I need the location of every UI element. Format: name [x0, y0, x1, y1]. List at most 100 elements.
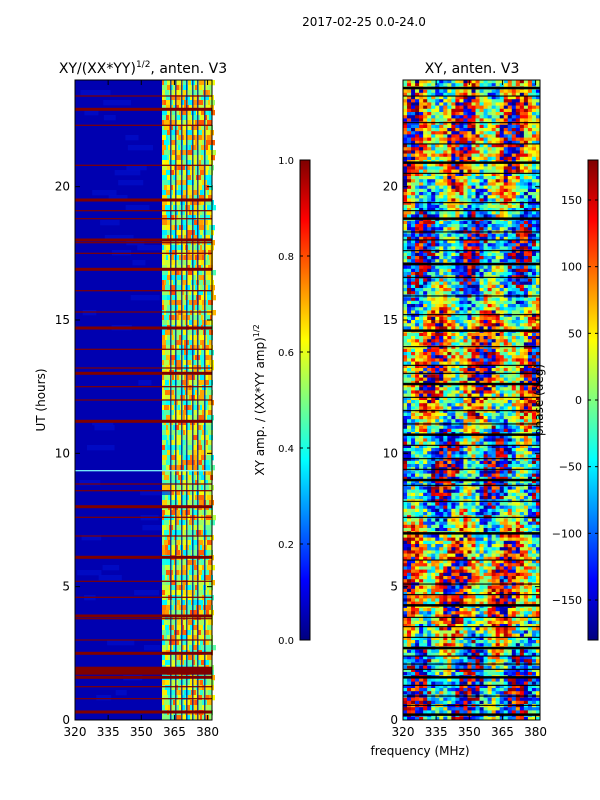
- phase-cell: [507, 192, 513, 196]
- phase-cell: [523, 243, 529, 247]
- amplitude-cell: [162, 600, 167, 606]
- phase-cell: [403, 304, 408, 308]
- amplitude-cell: [199, 500, 203, 506]
- amplitude-cell: [115, 690, 127, 696]
- amplitude-cell: [193, 265, 195, 271]
- phase-cell: [507, 121, 513, 126]
- phase-cell: [431, 99, 436, 103]
- amplitude-cell: [205, 590, 207, 596]
- phase-cell: [499, 227, 505, 231]
- phase-cell: [475, 313, 480, 318]
- phase-cell: [423, 342, 428, 346]
- phase-cell: [443, 240, 448, 244]
- phase-cell: [495, 108, 501, 113]
- amplitude-cell: [202, 445, 204, 451]
- phase-cell: [403, 156, 408, 161]
- phase-cell: [439, 192, 444, 196]
- amplitude-cell: [170, 225, 174, 231]
- amplitude-cell: [187, 375, 191, 381]
- amplitude-cell: [162, 525, 164, 531]
- phase-cell: [463, 300, 468, 305]
- amplitude-cell: [172, 230, 176, 236]
- amplitude-cell: [179, 335, 182, 341]
- phase-cell: [439, 316, 444, 321]
- phase-cell: [427, 153, 432, 158]
- phase-cell: [511, 121, 517, 126]
- phase-cell: [479, 256, 484, 260]
- phase-cell: [443, 188, 448, 193]
- phase-cell: [491, 304, 496, 308]
- phase-cell: [491, 176, 496, 180]
- phase-cell: [495, 80, 501, 84]
- amplitude-cell: [162, 655, 165, 661]
- amplitude-cell: [201, 265, 203, 271]
- phase-cell: [535, 192, 541, 196]
- phase-cell: [519, 198, 525, 202]
- phase-cell: [511, 163, 517, 167]
- phase-cell: [519, 304, 525, 308]
- phase-cell: [503, 355, 509, 359]
- phase-cell: [451, 188, 456, 193]
- phase-cell: [531, 166, 537, 170]
- flagged-row: [75, 651, 212, 655]
- phase-cell: [475, 304, 480, 308]
- phase-cell: [519, 326, 525, 330]
- phase-cell: [455, 281, 460, 286]
- amplitude-cell: [167, 155, 169, 161]
- amplitude-cell: [206, 435, 209, 441]
- amplitude-cell: [181, 130, 186, 136]
- amplitude-cell: [162, 605, 166, 611]
- amplitude-cell: [208, 300, 213, 306]
- phase-cell: [415, 128, 420, 132]
- phase-cell: [419, 147, 424, 151]
- phase-cell: [491, 278, 496, 282]
- amplitude-cell: [183, 455, 185, 461]
- phase-cell: [511, 211, 517, 215]
- phase-cell: [403, 124, 408, 129]
- phase-cell: [415, 342, 420, 346]
- phase-cell: [419, 163, 424, 167]
- phase-cell: [531, 297, 537, 302]
- amplitude-cell: [189, 210, 191, 216]
- phase-cell: [471, 108, 476, 113]
- amplitude-cell: [165, 235, 167, 241]
- phase-cell: [467, 176, 472, 180]
- phase-cell: [471, 118, 476, 122]
- amplitude-cell: [202, 405, 204, 411]
- phase-cell: [411, 92, 416, 97]
- amplitude-cell: [162, 425, 166, 431]
- phase-cell: [483, 348, 488, 353]
- amplitude-cell: [194, 180, 199, 186]
- amplitude-cell: [199, 300, 202, 306]
- phase-cell: [451, 227, 456, 231]
- phase-cell: [511, 278, 517, 282]
- phase-cell: [427, 288, 432, 292]
- phase-cell: [515, 291, 521, 295]
- phase-cell: [407, 121, 412, 126]
- amplitude-cell: [205, 625, 207, 631]
- phase-cell: [507, 214, 513, 218]
- phase-cell: [415, 105, 420, 110]
- amplitude-cell: [164, 635, 167, 641]
- phase-cell: [415, 316, 420, 321]
- phase-cell: [471, 252, 476, 257]
- phase-cell: [411, 342, 416, 346]
- phase-cell: [467, 172, 472, 177]
- phase-cell: [427, 201, 432, 206]
- phase-cell: [435, 169, 440, 174]
- phase-cell: [439, 336, 444, 340]
- phase-cell: [523, 211, 529, 215]
- amplitude-cell: [181, 380, 186, 386]
- amplitude-cell: [130, 295, 160, 301]
- phase-cell: [423, 272, 428, 276]
- amplitude-cell: [209, 590, 212, 596]
- amplitude-cell: [199, 275, 203, 281]
- phase-cell: [527, 172, 533, 177]
- amplitude-cell: [199, 475, 201, 481]
- amplitude-cell: [204, 430, 208, 436]
- phase-cell: [415, 156, 420, 161]
- phase-cell: [503, 339, 509, 343]
- amplitude-cell: [193, 385, 197, 391]
- phase-cell: [527, 108, 533, 113]
- amplitude-cell: [173, 570, 176, 576]
